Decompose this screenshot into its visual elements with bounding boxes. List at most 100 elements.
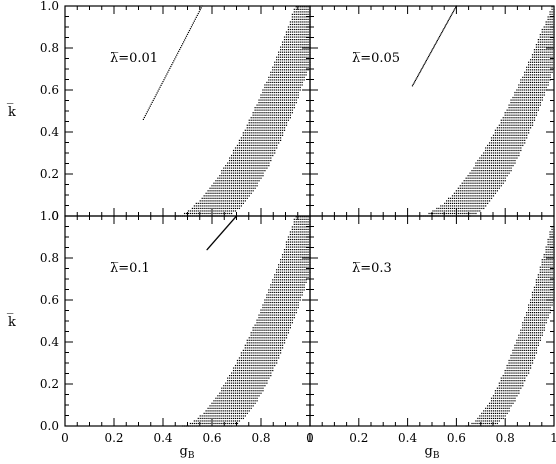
band-point	[283, 299, 286, 301]
band-point	[272, 94, 274, 96]
band-point	[299, 299, 301, 301]
band-point	[270, 84, 272, 86]
band-point	[453, 192, 456, 194]
band-point	[291, 36, 293, 38]
band-point	[266, 89, 268, 91]
band-point	[225, 410, 227, 412]
band-point	[197, 422, 199, 425]
band-point	[272, 132, 274, 134]
band-point	[305, 249, 307, 251]
band-point	[260, 390, 262, 392]
band-point	[262, 380, 264, 382]
band-point	[280, 347, 282, 349]
band-point	[254, 114, 256, 116]
band-point	[256, 322, 258, 324]
band-point	[242, 170, 244, 172]
band-point	[287, 59, 290, 61]
band-point	[283, 102, 286, 104]
band-point	[297, 304, 299, 306]
band-point	[227, 412, 229, 414]
band-point	[258, 357, 260, 359]
band-point	[231, 200, 233, 202]
band-point	[281, 46, 284, 48]
band-point	[238, 170, 241, 172]
band-point	[254, 334, 256, 336]
band-point	[262, 319, 264, 321]
band-point	[264, 334, 266, 336]
band-point	[281, 44, 284, 46]
band-point	[287, 49, 290, 51]
band-point	[467, 182, 469, 184]
band-point	[293, 271, 295, 273]
band-point	[442, 210, 444, 212]
band-point	[231, 385, 233, 387]
band-point	[252, 177, 254, 179]
band-point	[303, 238, 305, 241]
band-point	[234, 410, 237, 412]
band-point	[248, 337, 250, 339]
band-point	[232, 372, 235, 374]
band-point	[227, 422, 229, 425]
band-point	[297, 246, 299, 248]
band-point	[287, 291, 290, 294]
band-point	[266, 367, 268, 369]
band-point	[301, 276, 303, 278]
band-point	[232, 380, 235, 382]
band-point	[231, 212, 233, 215]
band-point	[256, 377, 258, 379]
band-point	[272, 124, 274, 126]
band-point	[516, 157, 518, 159]
band-point	[285, 261, 288, 263]
band-point	[528, 107, 530, 109]
band-point	[225, 180, 227, 182]
band-point	[281, 71, 284, 73]
band-point	[248, 347, 250, 349]
band-point	[262, 94, 264, 96]
band-point	[280, 79, 282, 81]
band-point	[297, 299, 299, 301]
band-point	[256, 329, 258, 331]
band-point	[266, 342, 268, 344]
band-point	[295, 102, 297, 104]
band-point	[283, 251, 286, 253]
band-point	[258, 170, 260, 172]
line-point	[418, 73, 420, 75]
band-point	[232, 417, 235, 420]
band-point	[287, 271, 290, 273]
band-point	[307, 8, 309, 10]
band-point	[276, 327, 278, 329]
band-point	[539, 104, 541, 106]
band-point	[488, 152, 491, 154]
band-point	[545, 41, 547, 43]
band-point	[305, 8, 307, 10]
band-point	[526, 74, 528, 76]
band-point	[434, 210, 436, 212]
band-point	[256, 400, 258, 402]
band-point	[227, 410, 229, 412]
band-point	[274, 122, 276, 124]
band-point	[494, 157, 497, 159]
band-point	[508, 112, 510, 114]
band-point	[543, 69, 545, 71]
band-point	[209, 190, 211, 192]
band-point	[533, 102, 536, 104]
band-point	[242, 202, 244, 204]
band-point	[283, 39, 286, 41]
band-point	[268, 152, 270, 154]
band-point	[234, 170, 237, 172]
band-point	[219, 207, 221, 210]
band-point	[270, 375, 272, 377]
band-point	[299, 274, 301, 276]
band-point	[254, 392, 256, 394]
band-point	[291, 249, 293, 251]
band-point	[299, 39, 301, 41]
band-point	[483, 162, 485, 164]
band-point	[307, 266, 309, 268]
band-point	[299, 259, 301, 261]
band-point	[274, 107, 276, 109]
band-point	[201, 212, 203, 215]
band-point	[254, 154, 256, 157]
band-point	[471, 182, 473, 184]
band-point	[285, 281, 288, 283]
band-point	[297, 223, 299, 225]
